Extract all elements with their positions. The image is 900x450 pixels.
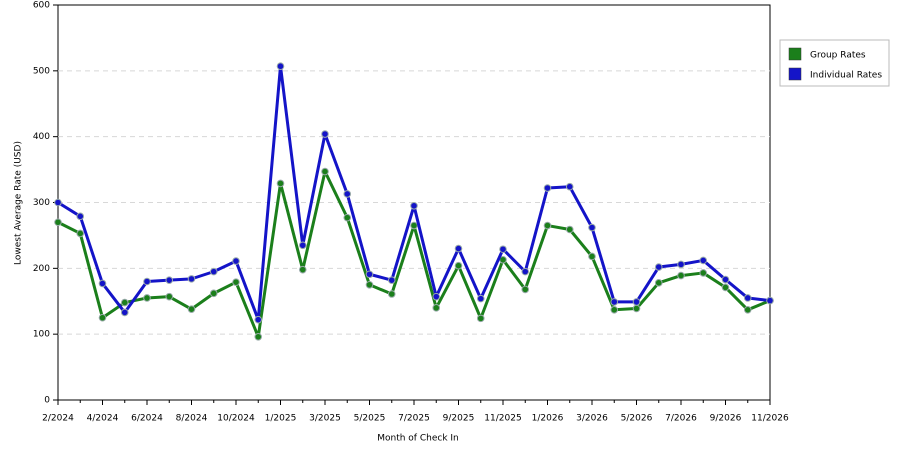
data-point — [120, 298, 129, 307]
data-point — [165, 276, 174, 284]
data-point — [54, 218, 62, 227]
data-point — [321, 130, 329, 138]
x-tick-label: 10/2024 — [217, 414, 255, 424]
data-point — [209, 267, 218, 276]
y-tick-label: 400 — [33, 132, 50, 142]
data-point — [699, 269, 708, 277]
data-point — [454, 261, 463, 270]
x-tick-label: 1/2026 — [532, 414, 564, 424]
data-point — [165, 292, 174, 301]
data-point — [187, 305, 196, 313]
data-point — [432, 304, 441, 312]
data-point — [743, 294, 752, 302]
data-point — [387, 290, 396, 298]
data-point — [610, 306, 619, 314]
y-tick-label: 600 — [33, 1, 50, 11]
data-point — [187, 275, 196, 283]
x-tick-label: 6/2024 — [131, 414, 163, 424]
data-point — [476, 294, 485, 303]
data-point — [454, 244, 463, 253]
x-tick-label: 4/2024 — [87, 414, 119, 424]
data-point — [54, 198, 62, 207]
data-point — [543, 221, 552, 230]
data-point — [654, 263, 663, 271]
data-point — [721, 283, 730, 292]
y-tick-label: 300 — [33, 198, 50, 208]
data-point — [209, 289, 218, 298]
x-tick-label: 9/2026 — [710, 414, 742, 424]
legend: Group Rates Individual Rates — [779, 39, 890, 87]
data-point — [298, 265, 307, 274]
x-tick-label: 11/2025 — [484, 414, 521, 424]
data-point — [343, 213, 352, 222]
x-tick-label: 3/2025 — [309, 414, 341, 424]
x-tick-label: 11/2026 — [751, 414, 789, 424]
data-point — [588, 252, 596, 261]
data-point — [410, 201, 418, 210]
data-point — [76, 212, 85, 221]
y-tick-label: 100 — [33, 330, 50, 340]
data-point — [254, 333, 263, 341]
data-point — [387, 276, 396, 284]
x-tick-label: 5/2025 — [354, 414, 386, 424]
x-tick-label: 2/2024 — [42, 414, 74, 424]
data-point — [766, 296, 774, 305]
y-tick-label: 0 — [44, 396, 50, 406]
data-point — [276, 179, 285, 188]
data-point — [98, 313, 107, 322]
data-point — [721, 275, 730, 284]
data-point — [143, 277, 151, 286]
data-point — [254, 315, 263, 324]
data-point — [499, 245, 507, 254]
data-point — [610, 298, 619, 306]
data-point — [120, 308, 129, 317]
x-tick-label: 3/2026 — [576, 414, 608, 424]
x-tick-label: 7/2025 — [398, 414, 430, 424]
y-tick-label: 500 — [33, 66, 50, 76]
data-point — [76, 229, 85, 238]
data-point — [276, 62, 285, 71]
data-point — [521, 285, 530, 294]
x-tick-label: 8/2024 — [176, 414, 208, 424]
data-point — [543, 184, 552, 192]
legend-swatch — [788, 47, 802, 61]
data-point — [98, 279, 107, 288]
x-tick-label: 9/2025 — [443, 414, 475, 424]
legend-label: Group Rates — [810, 51, 866, 61]
data-point — [143, 294, 151, 302]
data-point — [321, 167, 329, 176]
data-point — [232, 278, 240, 286]
data-point — [410, 221, 418, 230]
data-point — [588, 223, 596, 232]
data-point — [565, 182, 574, 191]
data-point — [632, 304, 641, 313]
data-point — [565, 225, 574, 234]
y-tick-label: 200 — [33, 264, 50, 274]
x-axis-title: Month of Check In — [377, 434, 459, 444]
legend-swatch — [788, 67, 802, 81]
data-point — [365, 270, 374, 279]
x-tick-label: 5/2026 — [621, 414, 653, 424]
x-tick-label: 7/2026 — [665, 414, 697, 424]
data-point — [343, 190, 352, 198]
data-point — [476, 314, 485, 323]
legend-label: Individual Rates — [810, 71, 882, 81]
y-axis-title: Lowest Average Rate (USD) — [14, 141, 24, 265]
data-point — [677, 271, 685, 280]
data-point — [699, 256, 708, 265]
data-point — [521, 267, 530, 276]
data-point — [232, 257, 240, 265]
data-point — [632, 298, 641, 306]
data-point — [298, 241, 307, 250]
data-point — [432, 292, 441, 301]
data-point — [365, 280, 374, 289]
data-point — [654, 279, 663, 287]
x-tick-label: 1/2025 — [265, 414, 297, 424]
data-point — [677, 260, 685, 269]
data-point — [743, 306, 752, 314]
